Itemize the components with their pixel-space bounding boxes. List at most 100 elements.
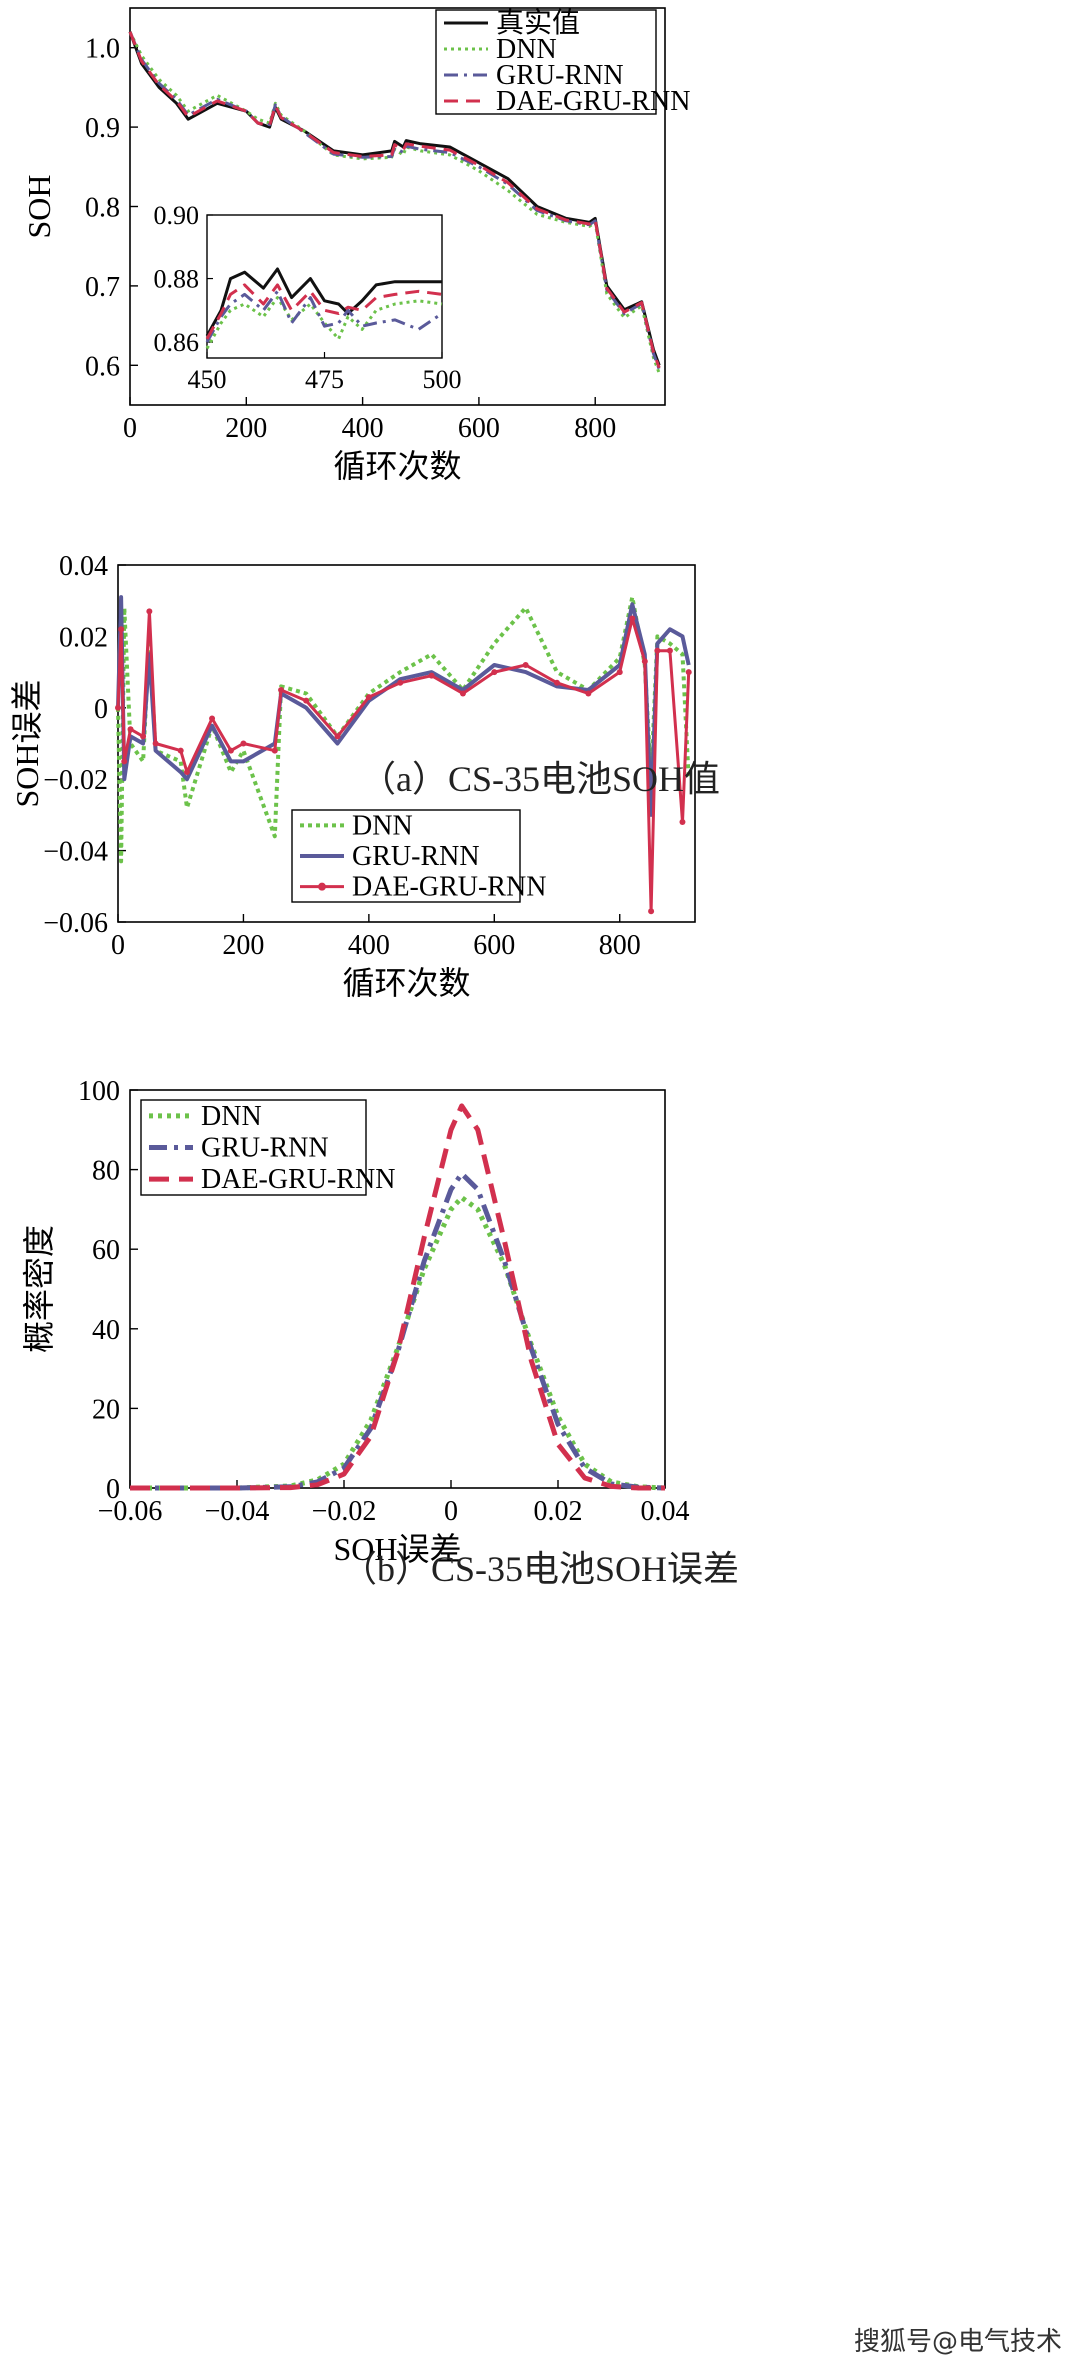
chart1-point	[685, 669, 692, 676]
chart1-point	[334, 733, 341, 740]
legend-label: DNN	[496, 34, 557, 65]
inset-x-tick-label: 450	[188, 365, 227, 394]
chart1-point	[679, 819, 686, 826]
inset-y-tick-label: 0.86	[154, 328, 200, 357]
chart2-series-DAE-GRU-RNN	[130, 1103, 665, 1491]
chart2-series-GRU-RNN	[130, 1171, 666, 1491]
legend-label: 真实值	[496, 7, 580, 39]
inset-y-tick-label: 0.90	[154, 201, 200, 230]
chart1-point	[115, 704, 121, 711]
chart1-point	[152, 740, 159, 747]
chart1-point	[648, 908, 655, 915]
plot-frame-2	[129, 1089, 666, 1489]
inset-x-tick-label: 475	[305, 365, 344, 394]
x-tick-label: 200	[225, 413, 267, 444]
chart1-point	[365, 694, 372, 701]
chart1-point	[146, 608, 153, 615]
y-tick-label: −0.06	[43, 908, 108, 939]
chart1-point	[121, 758, 128, 765]
x-tick-label: −0.04	[205, 1496, 270, 1527]
chart1-point	[397, 679, 404, 686]
watermark: 搜狐号@电气技术	[853, 2327, 1062, 2357]
y-tick-label: 40	[92, 1315, 120, 1346]
y-tick-label: 0.02	[59, 622, 108, 653]
chart1-point	[240, 740, 247, 747]
chart1-point	[278, 686, 285, 693]
chart1-point	[641, 658, 648, 665]
x-tick-label: 200	[222, 930, 264, 961]
chart1-point	[585, 690, 592, 697]
caption-b: （b）CS-35电池SOH误差	[340, 1549, 740, 1589]
legend-box	[435, 9, 657, 115]
chart1-point	[629, 615, 636, 622]
x-tick-label: 400	[342, 413, 384, 444]
chart1-series-GRU-RNN	[116, 595, 691, 817]
y-axis-label: SOH	[21, 174, 57, 238]
legend-label: DAE-GRU-RNN	[352, 872, 546, 903]
x-tick-label: 600	[473, 930, 515, 961]
inset-series-真实值	[205, 267, 442, 337]
caption-a: （a）CS-35电池SOH值	[359, 759, 721, 799]
x-tick-label: 0.02	[534, 1496, 583, 1527]
chart1-point	[227, 747, 234, 754]
chart1-point	[428, 672, 435, 679]
legend-label: GRU-RNN	[496, 60, 624, 91]
legend-label: DAE-GRU-RNN	[201, 1164, 395, 1195]
y-tick-label: −0.02	[43, 765, 108, 796]
y-tick-label: 0.04	[59, 551, 108, 582]
y-tick-label: 1.0	[85, 34, 120, 65]
x-tick-label: 0	[444, 1496, 458, 1527]
chart1-point	[118, 626, 125, 633]
legend-label: GRU-RNN	[201, 1133, 329, 1164]
chart1-point	[522, 661, 529, 668]
chart1-point	[209, 715, 216, 722]
chart1-point	[183, 769, 190, 776]
y-tick-label: 0	[94, 694, 108, 725]
chart1-point	[616, 669, 623, 676]
legend-label: DNN	[352, 810, 413, 841]
y-tick-label: 0.6	[85, 351, 120, 382]
y-tick-label: 0.7	[85, 272, 120, 303]
chart1-point	[554, 679, 561, 686]
x-tick-label: 0	[123, 413, 137, 444]
y-tick-label: 0	[106, 1474, 120, 1505]
y-tick-label: 0.9	[85, 113, 120, 144]
chart1-point	[491, 669, 498, 676]
x-tick-label: −0.02	[312, 1496, 377, 1527]
inset-frame	[206, 214, 443, 359]
y-tick-label: 60	[92, 1235, 120, 1266]
legend-label: DAE-GRU-RNN	[496, 86, 690, 117]
chart1-point	[127, 726, 134, 733]
x-axis-label: 循环次数	[342, 965, 470, 1001]
chart1-series-DAE-GRU-RNN	[116, 609, 691, 913]
chart1-point	[271, 747, 278, 754]
chart1-point	[303, 697, 310, 704]
inset-series-DAE-GRU-RNN	[205, 283, 443, 340]
x-tick-label: 600	[458, 413, 500, 444]
chart2-series-DNN	[130, 1195, 666, 1491]
x-tick-label: 0.04	[641, 1496, 690, 1527]
x-axis-label: SOH误差	[333, 1531, 461, 1567]
inset-series-GRU-RNN	[205, 289, 443, 343]
chart1-point	[654, 647, 661, 654]
x-tick-label: 800	[599, 930, 641, 961]
inset-series-DNN	[205, 296, 443, 350]
y-tick-label: 80	[92, 1156, 120, 1187]
legend-label: DNN	[201, 1101, 262, 1132]
y-tick-label: 100	[78, 1076, 120, 1107]
chart0-series-真实值	[128, 31, 661, 366]
y-axis-label: 概率密度	[21, 1225, 57, 1353]
x-tick-label: 0	[111, 930, 125, 961]
chart1-point	[140, 733, 147, 740]
y-axis-label: SOH误差	[9, 679, 45, 807]
x-tick-label: 800	[574, 413, 616, 444]
legend-label: GRU-RNN	[352, 841, 480, 872]
y-tick-label: 0.8	[85, 193, 120, 224]
chart1-point	[459, 690, 466, 697]
chart1-point	[666, 647, 673, 654]
x-axis-label: 循环次数	[333, 448, 461, 484]
y-tick-label: −0.04	[43, 837, 108, 868]
y-tick-label: 20	[92, 1394, 120, 1425]
inset-y-tick-label: 0.88	[154, 265, 200, 294]
chart1-point	[177, 747, 184, 754]
